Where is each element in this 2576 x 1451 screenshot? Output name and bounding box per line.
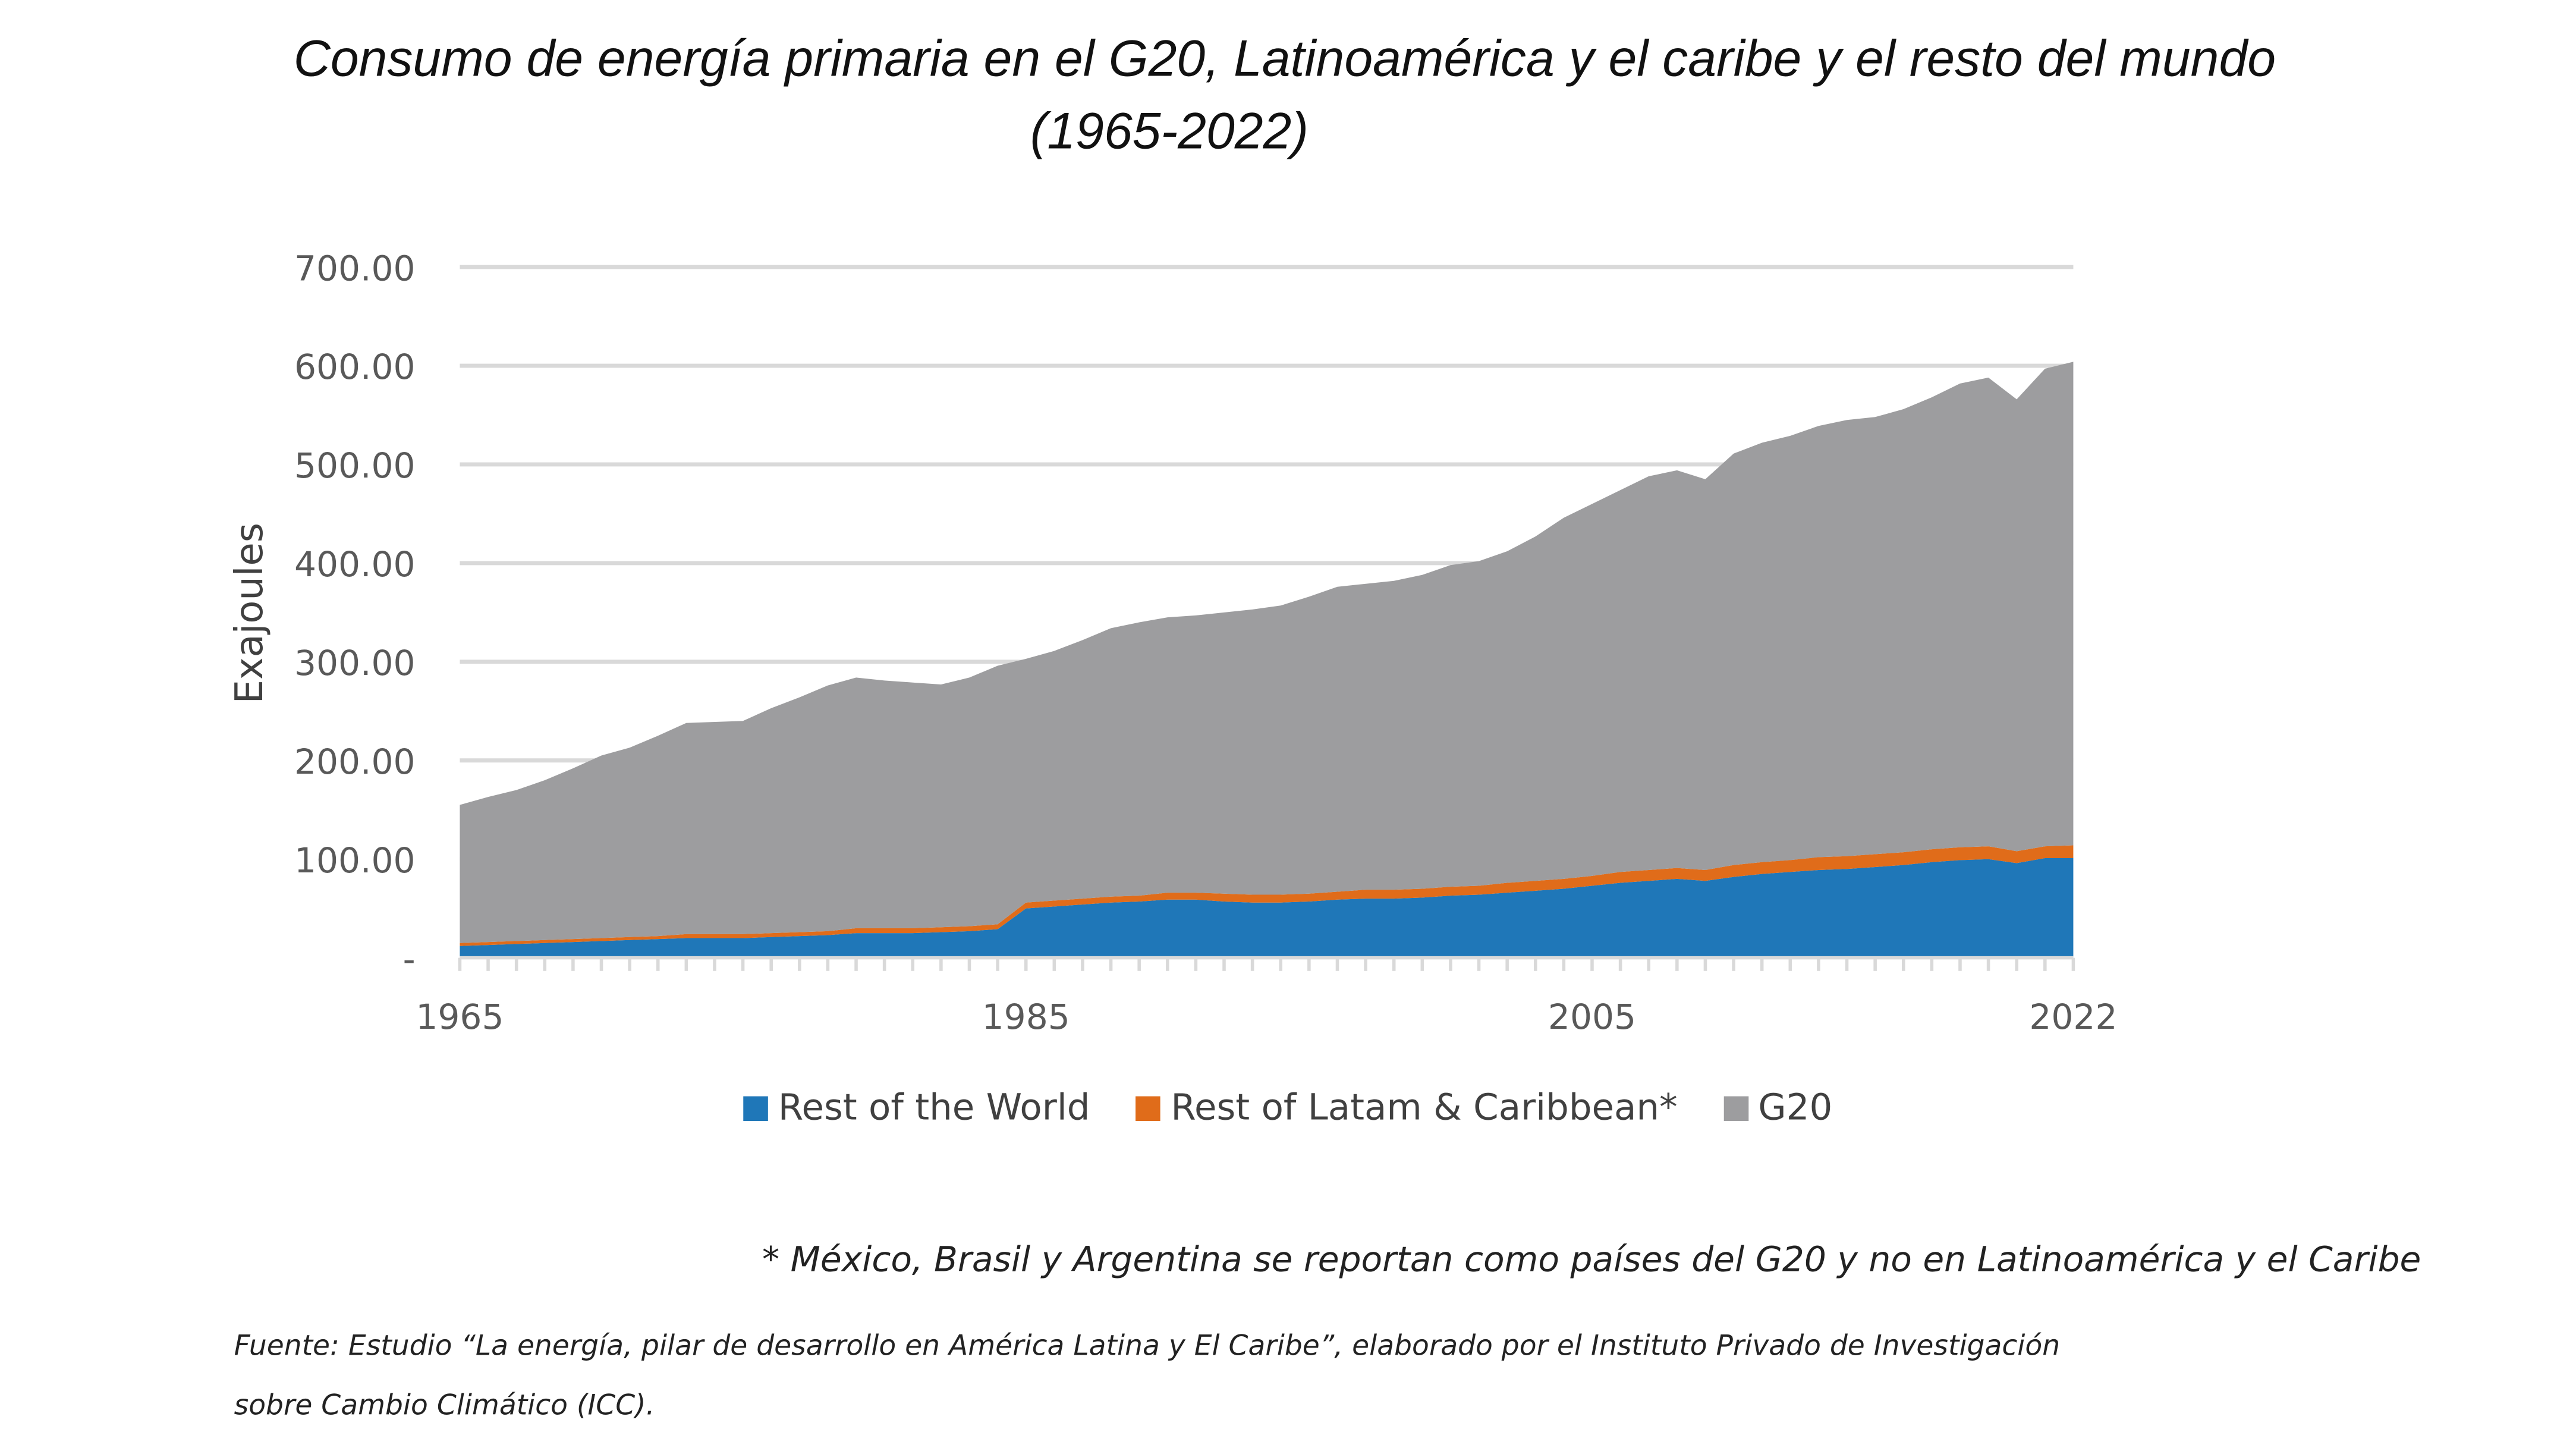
- legend-label: Rest of Latam & Caribbean*: [1171, 1088, 1678, 1129]
- source-line-2: sobre Cambio Climático (ICC).: [234, 1389, 655, 1423]
- chart-title: Consumo de energía primaria en el G20, L…: [293, 29, 2276, 87]
- area-g20: [460, 362, 2074, 943]
- source-line-1: Fuente: Estudio “La energía, pilar de de…: [234, 1330, 2061, 1364]
- y-axis-label: Exajoules: [228, 523, 272, 703]
- x-axis: 1965 1985 2005 2022: [416, 956, 2117, 1037]
- x-tick-label: 2005: [1548, 997, 1636, 1037]
- area-rest-of-the-world: [460, 858, 2074, 958]
- legend-swatch-gray: [1723, 1096, 1748, 1122]
- y-tick-label: 100.00: [294, 840, 416, 881]
- y-tick-label: 700.00: [294, 248, 416, 288]
- y-tick-label: 200.00: [294, 742, 416, 782]
- y-tick-label: 300.00: [294, 643, 416, 683]
- legend-swatch-orange: [1136, 1096, 1161, 1122]
- x-tick-label: 1965: [416, 997, 504, 1037]
- y-tick-label: 500.00: [294, 445, 416, 486]
- legend: Rest of the World Rest of Latam & Caribb…: [0, 1088, 2576, 1129]
- legend-item-rest-of-world[interactable]: Rest of the World: [743, 1088, 1090, 1129]
- legend-swatch-blue: [743, 1096, 769, 1122]
- footnote: * México, Brasil y Argentina se reportan…: [762, 1239, 2421, 1280]
- y-axis: - 100.00 200.00 300.00 400.00 500.00 600.00 700…: [294, 248, 416, 979]
- legend-item-g20[interactable]: G20: [1723, 1088, 1832, 1129]
- stacked-areas: [460, 362, 2074, 958]
- y-tick-label: -: [403, 939, 416, 979]
- x-tick-label: 1985: [982, 997, 1070, 1037]
- legend-label: G20: [1758, 1088, 1833, 1129]
- y-tick-label: 600.00: [294, 347, 416, 387]
- y-tick-label: 400.00: [294, 544, 416, 585]
- legend-label: Rest of the World: [778, 1088, 1090, 1129]
- chart-subtitle: (1965-2022): [1030, 102, 1309, 160]
- area-rest-of-latam-caribbean: [460, 845, 2074, 946]
- legend-item-latam[interactable]: Rest of Latam & Caribbean*: [1136, 1088, 1678, 1129]
- x-tick-label: 2022: [2029, 997, 2117, 1037]
